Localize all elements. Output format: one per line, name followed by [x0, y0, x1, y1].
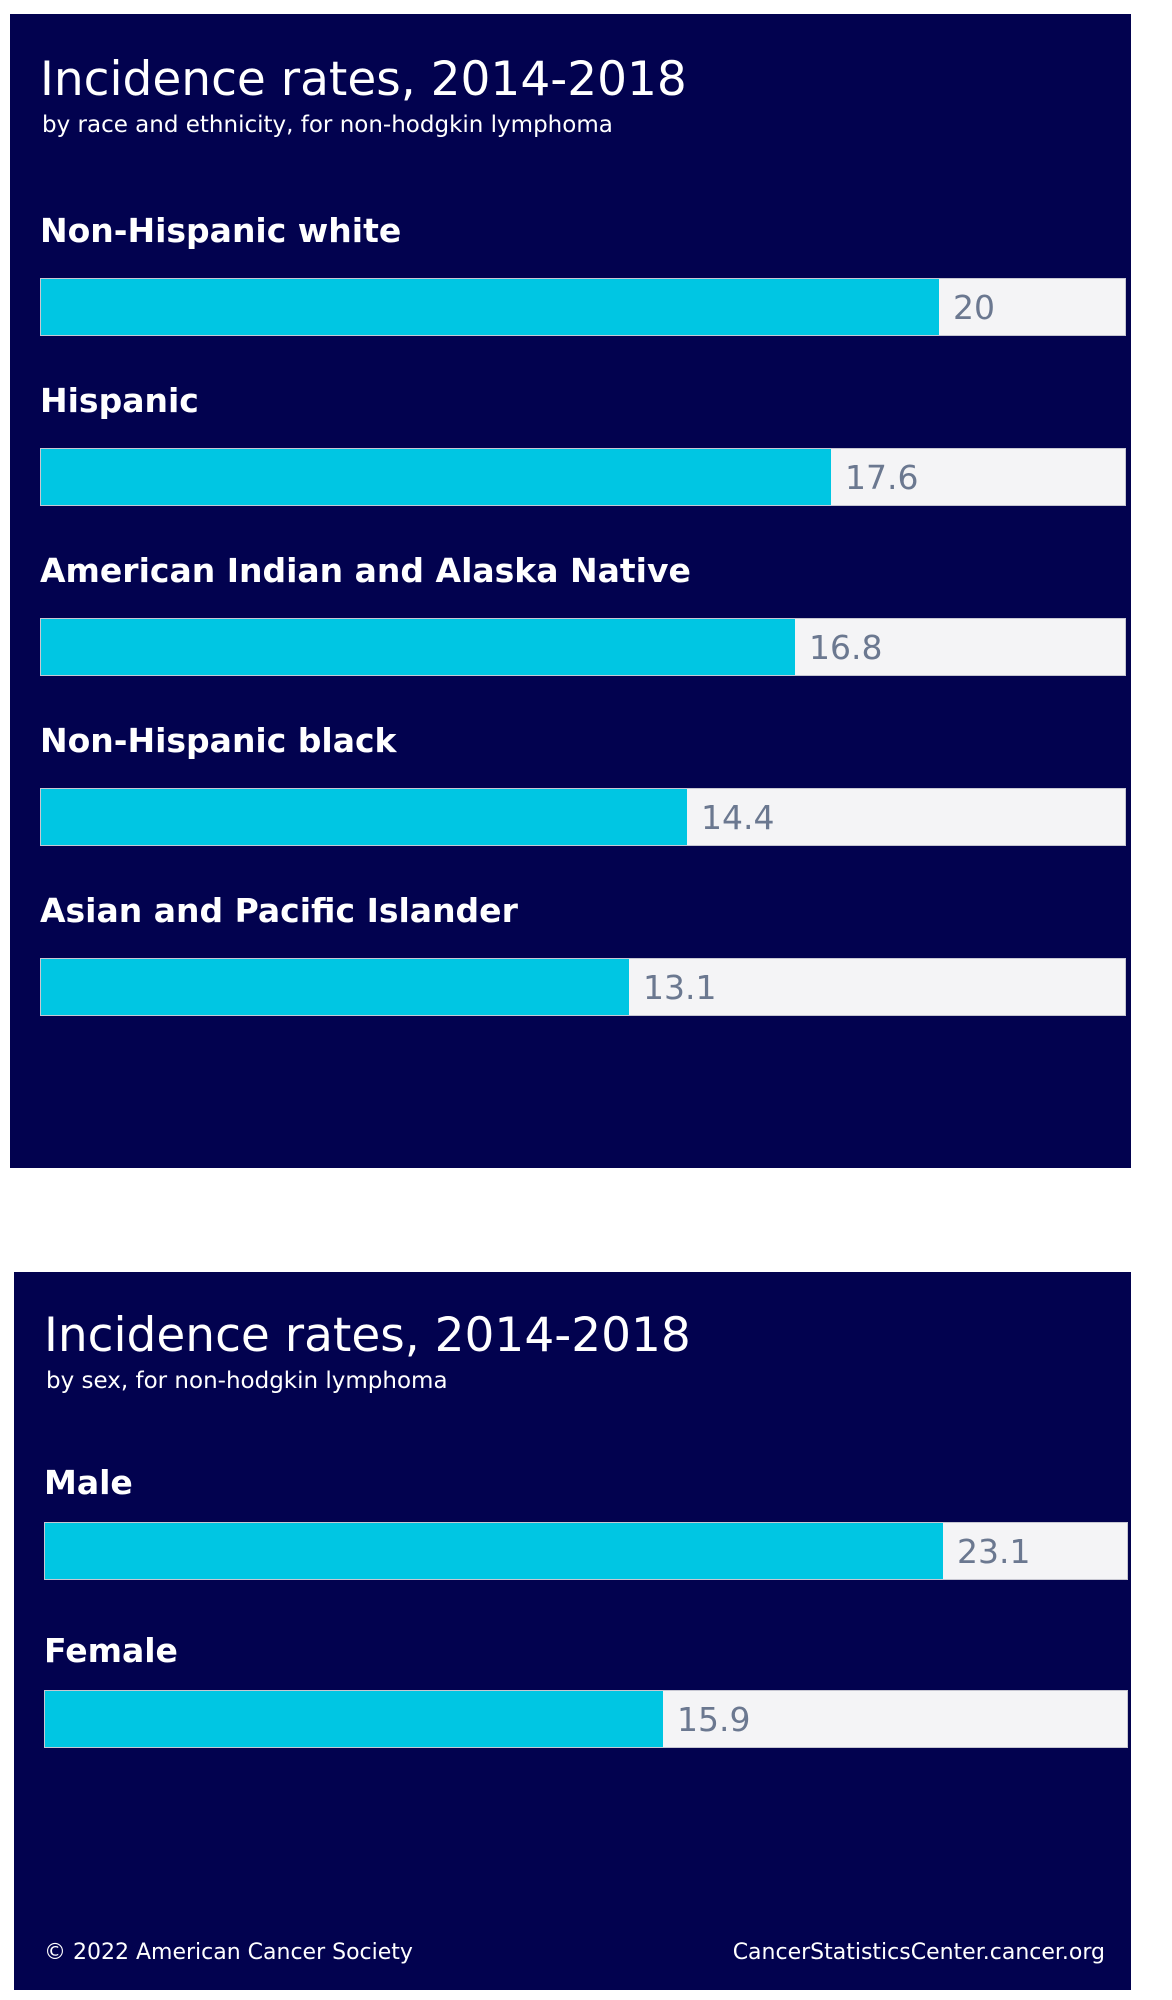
bar-label: Non-Hispanic white: [40, 211, 402, 250]
bar-track: 17.6: [40, 448, 1126, 506]
bar-value-label: 17.6: [845, 457, 919, 497]
bar: [41, 279, 939, 335]
sex-chart-panel: Incidence rates, 2014-2018 by sex, for n…: [14, 1272, 1131, 1990]
bar-label: Non-Hispanic black: [40, 721, 397, 760]
race-chart-panel: Incidence rates, 2014-2018 by race and e…: [10, 14, 1131, 1168]
bar: [45, 1691, 663, 1747]
bar-label: Female: [44, 1631, 178, 1670]
bar: [45, 1523, 943, 1579]
bar-value-label: 23.1: [957, 1531, 1031, 1571]
bar: [41, 789, 687, 845]
bar-track: 13.1: [40, 958, 1126, 1016]
copyright-text: © 2022 American Cancer Society: [44, 1940, 413, 1965]
bar: [41, 619, 795, 675]
bar: [41, 449, 831, 505]
bar-label: Hispanic: [40, 381, 199, 420]
bar-value-label: 20: [953, 287, 995, 327]
chart-subtitle: by race and ethnicity, for non-hodgkin l…: [42, 112, 613, 138]
bar-label: Male: [44, 1463, 133, 1502]
bar-value-label: 13.1: [643, 967, 717, 1007]
bar-track: 15.9: [44, 1690, 1128, 1748]
bar-value-label: 15.9: [677, 1699, 751, 1739]
bar-track: 14.4: [40, 788, 1126, 846]
bar-label: Asian and Pacific Islander: [40, 891, 518, 930]
bar-label: American Indian and Alaska Native: [40, 551, 691, 590]
bar-value-label: 14.4: [701, 797, 775, 837]
bar-track: 20: [40, 278, 1126, 336]
chart-title: Incidence rates, 2014-2018: [40, 52, 687, 107]
chart-title: Incidence rates, 2014-2018: [44, 1308, 691, 1363]
bar: [41, 959, 629, 1015]
chart-subtitle: by sex, for non-hodgkin lymphoma: [46, 1368, 448, 1394]
bar-value-label: 16.8: [809, 627, 883, 667]
bar-track: 16.8: [40, 618, 1126, 676]
source-link[interactable]: CancerStatisticsCenter.cancer.org: [732, 1940, 1105, 1965]
bar-track: 23.1: [44, 1522, 1128, 1580]
